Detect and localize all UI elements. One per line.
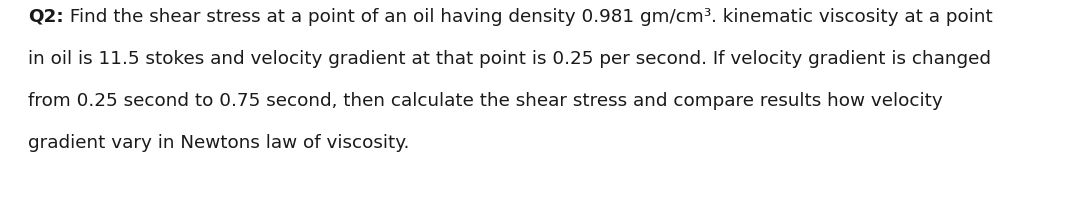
Text: Find the shear stress at a point of an oil having density 0.981 gm/cm: Find the shear stress at a point of an o… [64,8,704,26]
Text: from 0.25 second to 0.75 second, then calculate the shear stress and compare res: from 0.25 second to 0.75 second, then ca… [28,92,943,110]
Text: in oil is 11.5 stokes and velocity gradient at that point is 0.25 per second. If: in oil is 11.5 stokes and velocity gradi… [28,50,992,68]
Text: Q2:: Q2: [28,8,64,26]
Text: ³: ³ [704,8,710,26]
Text: gradient vary in Newtons law of viscosity.: gradient vary in Newtons law of viscosit… [28,134,409,152]
Text: . kinematic viscosity at a point: . kinematic viscosity at a point [710,8,993,26]
